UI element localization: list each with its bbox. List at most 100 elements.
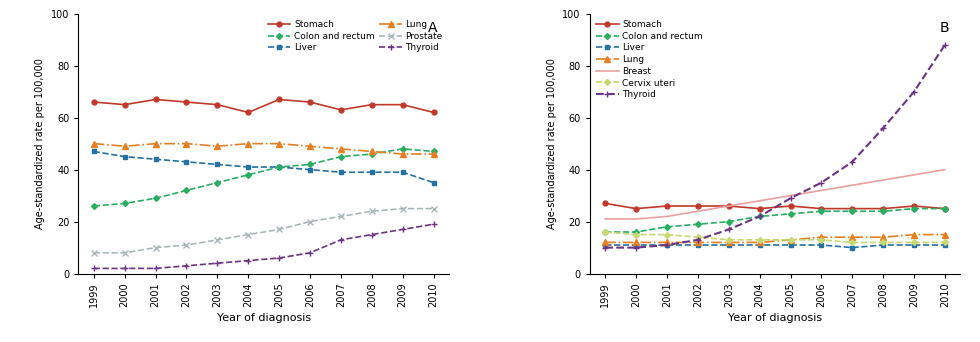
- Stomach: [88, 100, 100, 104]
- Thyroid: [847, 160, 858, 164]
- Cervix uteri: [600, 230, 612, 234]
- Colon and rectum: [877, 209, 889, 213]
- Colon and rectum: [847, 209, 858, 213]
- Thyroid: [723, 227, 735, 232]
- Lung: [939, 233, 951, 237]
- Breast: [785, 194, 797, 198]
- Breast: [877, 178, 889, 182]
- Stomach: [242, 110, 254, 115]
- Stomach: [273, 97, 285, 102]
- Breast: [815, 188, 827, 193]
- Stomach: [600, 201, 612, 206]
- Stomach: [754, 207, 765, 211]
- Line: Thyroid: Thyroid: [90, 221, 437, 272]
- Liver: [397, 170, 409, 174]
- Liver: [723, 243, 735, 247]
- Colon and rectum: [723, 220, 735, 224]
- Thyroid: [692, 238, 704, 242]
- Prostate: [273, 227, 285, 232]
- Cervix uteri: [754, 238, 765, 242]
- Breast: [600, 217, 612, 221]
- Stomach: [815, 207, 827, 211]
- Line: Breast: Breast: [606, 170, 945, 219]
- Lung: [88, 142, 100, 146]
- Stomach: [304, 100, 316, 104]
- Lung: [427, 152, 439, 156]
- Stomach: [630, 207, 642, 211]
- Breast: [908, 173, 920, 177]
- Thyroid: [366, 233, 377, 237]
- Y-axis label: Age-standardized rate per 100,000: Age-standardized rate per 100,000: [35, 58, 45, 229]
- Prostate: [88, 251, 100, 255]
- Stomach: [397, 103, 409, 107]
- Line: Liver: Liver: [603, 242, 948, 250]
- Colon and rectum: [150, 196, 162, 200]
- Breast: [662, 214, 673, 219]
- X-axis label: Year of diagnosis: Year of diagnosis: [728, 313, 822, 323]
- Breast: [723, 204, 735, 208]
- Colon and rectum: [212, 181, 223, 185]
- Liver: [877, 243, 889, 247]
- Thyroid: [662, 243, 673, 247]
- Prostate: [397, 207, 409, 211]
- Thyroid: [908, 90, 920, 94]
- Cervix uteri: [785, 238, 797, 242]
- Stomach: [785, 204, 797, 208]
- Cervix uteri: [847, 240, 858, 245]
- Colon and rectum: [754, 214, 765, 219]
- Lung: [150, 142, 162, 146]
- Lung: [397, 152, 409, 156]
- Cervix uteri: [662, 233, 673, 237]
- Text: B: B: [940, 22, 950, 36]
- Thyroid: [242, 259, 254, 263]
- Thyroid: [273, 256, 285, 260]
- Thyroid: [212, 261, 223, 265]
- Liver: [662, 243, 673, 247]
- Prostate: [150, 246, 162, 250]
- Line: Cervix uteri: Cervix uteri: [603, 230, 947, 245]
- Breast: [847, 183, 858, 187]
- Line: Liver: Liver: [91, 149, 436, 185]
- Thyroid: [785, 196, 797, 200]
- Prostate: [242, 233, 254, 237]
- Line: Lung: Lung: [91, 141, 436, 157]
- Lung: [600, 240, 612, 245]
- Legend: Stomach, Colon and rectum, Liver, Lung, Prostate, Thyroid: Stomach, Colon and rectum, Liver, Lung, …: [267, 18, 445, 54]
- Colon and rectum: [242, 173, 254, 177]
- Liver: [366, 170, 377, 174]
- Prostate: [304, 220, 316, 224]
- Lung: [785, 238, 797, 242]
- Thyroid: [600, 246, 612, 250]
- Liver: [304, 168, 316, 172]
- Line: Thyroid: Thyroid: [602, 41, 949, 251]
- Colon and rectum: [630, 230, 642, 234]
- Line: Prostate: Prostate: [91, 206, 437, 256]
- Stomach: [427, 110, 439, 115]
- Colon and rectum: [692, 222, 704, 226]
- Lung: [692, 240, 704, 245]
- Colon and rectum: [366, 152, 377, 156]
- Thyroid: [630, 246, 642, 250]
- Cervix uteri: [877, 240, 889, 245]
- Colon and rectum: [180, 188, 192, 193]
- Lung: [335, 147, 347, 151]
- Liver: [939, 243, 951, 247]
- Liver: [119, 155, 130, 159]
- Cervix uteri: [692, 235, 704, 239]
- Lung: [366, 149, 377, 154]
- Line: Stomach: Stomach: [91, 97, 436, 115]
- Liver: [847, 246, 858, 250]
- Lung: [815, 235, 827, 239]
- Stomach: [119, 103, 130, 107]
- Stomach: [180, 100, 192, 104]
- Stomach: [212, 103, 223, 107]
- Stomach: [662, 204, 673, 208]
- Liver: [754, 243, 765, 247]
- Line: Stomach: Stomach: [603, 201, 948, 211]
- Liver: [212, 162, 223, 167]
- Colon and rectum: [273, 165, 285, 169]
- Cervix uteri: [939, 240, 951, 245]
- Lung: [273, 142, 285, 146]
- Lung: [304, 144, 316, 148]
- Breast: [692, 209, 704, 213]
